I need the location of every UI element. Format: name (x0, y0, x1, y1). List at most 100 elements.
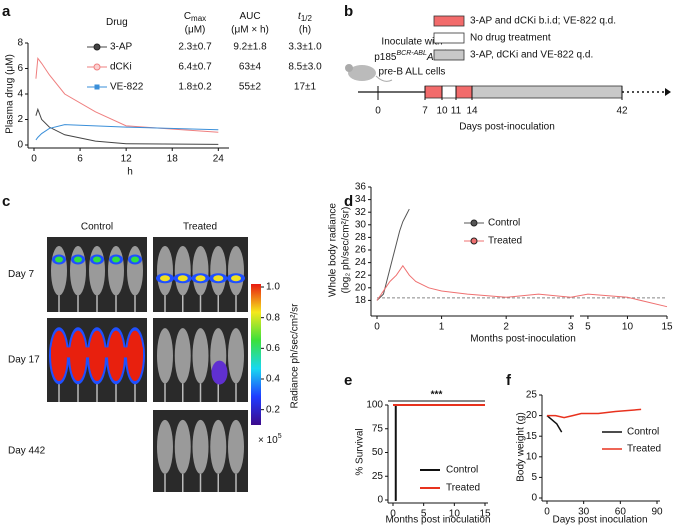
series-line (376, 264, 668, 308)
y-axis-label: % Survival (355, 428, 366, 475)
y-tick-label: 5 (531, 472, 537, 483)
timeline-phase (471, 85, 623, 99)
x-tick-label: 1 (439, 322, 445, 333)
timeline-tick-label: 11 (451, 106, 462, 117)
y-axis-label: Body weight (g) (516, 412, 527, 481)
x-tick-label: 18 (167, 154, 179, 165)
x-tick-label: 0 (374, 322, 380, 333)
cell-line-base: p185 (374, 52, 397, 63)
y-tick-label: 0 (377, 495, 383, 506)
multiplier-base: × 10 (258, 435, 278, 446)
annotation: *** (431, 390, 443, 401)
x-axis-label: Months post-inoculation (470, 334, 576, 345)
series-line (35, 56, 219, 133)
table-unit: (μM) (185, 25, 206, 36)
legend-label: Control (446, 465, 478, 476)
colorbar-tick-label: 0.8 (266, 312, 280, 323)
x-axis-label: Days post inoculation (552, 515, 647, 526)
header-sub: max (191, 14, 206, 23)
timeline-tick-label: 42 (616, 106, 628, 117)
timeline-xlabel: Days post-inoculation (459, 122, 555, 133)
mouse (174, 246, 191, 296)
series-line (376, 208, 410, 301)
column-label: Control (81, 222, 113, 233)
legend-label: Control (488, 218, 520, 229)
table-unit: (μM × h) (231, 25, 269, 36)
legend-label: Control (627, 427, 659, 438)
timeline-phase (441, 85, 457, 99)
signal (231, 275, 241, 282)
y-tick-label: 75 (372, 423, 384, 434)
series-line (35, 107, 219, 145)
x-tick-label: 5 (421, 509, 427, 520)
signal (211, 360, 228, 385)
table-cell: 3.3±1.0 (288, 42, 322, 53)
y-tick-label: 32 (355, 207, 367, 218)
colorbar-tick-label: 0.6 (266, 343, 280, 354)
mouse (108, 246, 124, 296)
timeline-cells: pre-B ALL cells (379, 67, 446, 78)
legend-marker (93, 63, 101, 71)
series-line (35, 124, 219, 141)
mouse (228, 246, 244, 296)
y-tick-label: 26 (355, 245, 367, 256)
header-text: t (298, 11, 302, 22)
y-axis-label: (log₂ ph/sec/cm²/sr) (341, 207, 352, 294)
y-tick-label: 18 (355, 295, 367, 306)
signal (55, 256, 63, 263)
timeline-phase (455, 85, 473, 99)
table-cell: 63±4 (239, 62, 262, 73)
timeline-intro: Inoculate with (381, 37, 442, 48)
legend-marker (470, 237, 478, 245)
y-tick-label: 15 (526, 431, 538, 442)
y-axis-label: Whole body radiance (328, 203, 339, 297)
y-tick-label: 100 (366, 400, 383, 411)
y-tick-label: 0 (17, 140, 23, 151)
x-tick-label: 30 (578, 507, 590, 518)
x-tick-label: 15 (661, 322, 673, 333)
signal (160, 275, 170, 282)
table-cell: 1.8±0.2 (178, 82, 212, 93)
y-tick-label: 4 (17, 89, 23, 100)
mouse-icon (345, 64, 393, 82)
legend-label: 3-AP (110, 42, 133, 53)
bioluminescence-image (47, 318, 147, 402)
colorbar-tick-label: 0.2 (266, 404, 280, 415)
legend-marker (470, 219, 478, 227)
legend-swatch (433, 15, 465, 27)
row-label: Day 7 (8, 269, 35, 280)
colorbar-label: Radiance ph/sec/cm²/sr (290, 303, 301, 409)
colorbar-tick-label: 0.4 (266, 374, 280, 385)
bioluminescence-image (153, 410, 248, 492)
legend-label: 3-AP, dCKi and VE-822 q.d. (470, 50, 593, 61)
panel-label: e (344, 372, 352, 389)
multiplier-exp: 5 (278, 433, 282, 440)
table-unit: (h) (299, 25, 311, 36)
x-tick-label: 15 (479, 509, 491, 520)
y-tick-label: 28 (355, 232, 367, 243)
table-cell: 2.3±0.7 (178, 42, 212, 53)
legend-label: 3-AP and dCKi b.i.d; VE-822 q.d. (470, 16, 616, 27)
y-tick-label: 25 (526, 390, 538, 401)
timeline-arrow (665, 88, 671, 96)
table-cell: 8.5±3.0 (288, 62, 322, 73)
column-label: Treated (183, 222, 217, 233)
mouse (210, 419, 227, 474)
series-line (393, 404, 397, 501)
x-tick-label: 10 (622, 322, 634, 333)
x-tick-label: 12 (121, 154, 133, 165)
panel-label: d (344, 193, 353, 210)
y-tick-label: 30 (355, 219, 367, 230)
y-tick-label: 6 (17, 63, 23, 74)
y-tick-label: 36 (355, 182, 367, 193)
table-header: AUC (239, 11, 260, 22)
colorbar-multiplier: × 105 (258, 433, 282, 446)
colorbar (251, 284, 261, 425)
timeline-tick-label: 10 (436, 106, 448, 117)
y-tick-label: 2 (17, 114, 23, 125)
x-tick-label: 0 (390, 509, 396, 520)
mouse (157, 419, 173, 474)
legend-swatch (433, 32, 465, 44)
mouse (210, 246, 227, 296)
signal (213, 275, 224, 282)
